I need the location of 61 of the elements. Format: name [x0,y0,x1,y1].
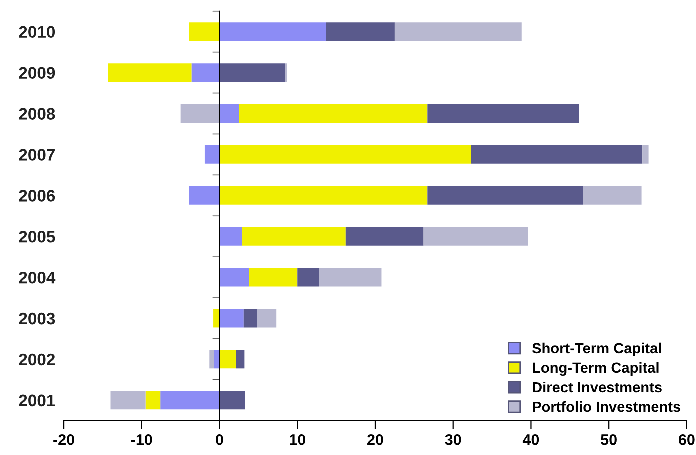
bar [220,227,242,246]
bar [642,145,649,164]
bar [220,391,246,410]
bar [319,268,382,287]
y-tick-label: 2005 [19,231,56,243]
bar [210,350,214,369]
bar [192,64,220,82]
x-tick-label: 10 [290,434,306,446]
bar [236,350,245,369]
bar [189,186,220,205]
y-tick-label: 2003 [19,312,56,325]
y-tick-label: 2008 [19,108,56,120]
legend-label: Short-Term Capital [532,342,662,356]
legend-label: Long-Term Capital [533,362,659,376]
bar [428,104,580,123]
bar [298,268,320,287]
y-tick-label: 2009 [19,67,56,80]
y-tick-label: 2007 [19,149,55,161]
bar [244,309,258,328]
bar [146,391,161,410]
legend-label: Direct Investments [533,382,662,393]
bar [180,104,220,123]
bar [160,391,220,410]
bar [239,104,428,123]
y-tick-label: 2010 [19,26,56,38]
bar [242,227,346,246]
bar [189,22,220,42]
bar [249,268,298,287]
bar [220,22,326,42]
y-tick-label: 2001 [19,394,56,407]
bar [285,64,288,82]
bar [326,22,395,42]
legend-label: Portfolio Investments [533,401,681,412]
x-tick-label: -10 [131,434,152,446]
y-tick-label: 2006 [19,190,56,202]
bar [583,186,642,205]
y-tick-label: 2004 [19,272,56,284]
bar [428,186,584,205]
x-tick-label: 60 [679,434,695,446]
bar [220,145,472,164]
bar [220,104,240,123]
bar [220,309,244,328]
x-tick-label: -20 [54,434,74,446]
bar [220,64,286,82]
bar [220,268,250,287]
bar [346,227,424,246]
bar [394,22,522,42]
x-tick-label: 20 [368,434,384,446]
bar [204,145,220,164]
bar [471,145,643,164]
x-tick-label: 30 [445,434,462,446]
bar [108,64,192,82]
y-tick-label: 2002 [19,354,56,366]
bar [220,350,236,369]
bar [220,186,428,205]
x-tick-label: 0 [216,434,224,446]
bar [424,227,528,246]
bar [110,391,146,410]
bar [257,309,277,328]
x-tick-label: 40 [522,434,540,446]
x-tick-label: 50 [601,434,617,446]
